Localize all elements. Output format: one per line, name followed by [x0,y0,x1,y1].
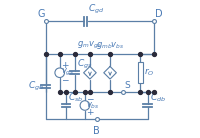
Text: B: B [93,126,100,136]
Text: $C_{sb}$: $C_{sb}$ [68,92,84,104]
Text: −: − [86,94,94,103]
Text: $C_{gs}$: $C_{gs}$ [77,58,93,71]
Text: $C_{gb}$: $C_{gb}$ [28,80,44,93]
Text: S: S [125,81,130,90]
Text: +: + [86,108,94,117]
Bar [138,62,143,83]
Text: G: G [37,9,45,19]
Text: $g_m v_{gs}$: $g_m v_{gs}$ [77,40,102,51]
Polygon shape [84,66,96,79]
Text: $C_{gd}$: $C_{gd}$ [88,3,104,16]
Text: +: + [61,61,69,70]
Text: $r_O$: $r_O$ [144,67,155,79]
Text: −: − [61,75,69,84]
Polygon shape [104,66,116,79]
Text: $g_{mb}v_{bs}$: $g_{mb}v_{bs}$ [96,40,124,51]
Text: $C_{db}$: $C_{db}$ [150,92,166,104]
Text: $v_{gs}$: $v_{gs}$ [61,67,75,78]
Text: $v_{bs}$: $v_{bs}$ [86,100,100,111]
Text: D: D [155,9,163,19]
